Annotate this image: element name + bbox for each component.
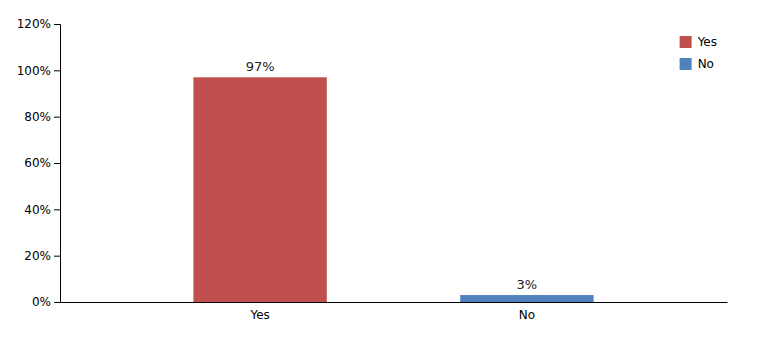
x-axis: Yes No <box>61 303 728 322</box>
bar <box>460 295 593 302</box>
bars <box>193 77 593 302</box>
plot: 0% 20% 40% 60% 80% 100% 120% Yes No 97% 3% Yes No <box>17 17 728 321</box>
axis-line <box>54 25 61 303</box>
tick-mark <box>54 256 60 257</box>
tick-mark <box>54 302 60 303</box>
tick: 100% <box>17 64 60 78</box>
tick-label: 20% <box>24 249 51 263</box>
tick-label: 100% <box>17 64 51 78</box>
legend-swatch <box>680 36 692 48</box>
tick: Yes <box>249 308 269 322</box>
tick-label: Yes <box>249 308 269 322</box>
data-label: 3% <box>517 277 538 292</box>
tick-label: 120% <box>17 17 51 31</box>
tick-mark <box>54 70 60 71</box>
data-labels: 97% 3% <box>246 59 538 292</box>
chart: 0% 20% 40% 60% 80% 100% 120% Yes No 97% 3% Yes No <box>0 0 757 342</box>
tick: 80% <box>24 110 60 124</box>
legend-item: No <box>680 57 714 71</box>
tick-label: 80% <box>24 110 51 124</box>
legend: Yes No <box>680 35 717 71</box>
tick-mark <box>54 24 60 25</box>
data-label: 97% <box>246 59 275 74</box>
tick: No <box>519 308 535 322</box>
legend-label: No <box>698 57 714 71</box>
tick-mark <box>54 209 60 210</box>
tick-label: No <box>519 308 535 322</box>
tick: 60% <box>24 156 60 170</box>
tick: 20% <box>24 249 60 263</box>
axis-line <box>61 302 728 303</box>
legend-swatch <box>680 58 692 70</box>
bar <box>193 77 326 302</box>
tick: 120% <box>17 17 60 31</box>
tick-label: 0% <box>32 295 51 309</box>
tick: 40% <box>24 203 60 217</box>
tick: 0% <box>32 295 60 309</box>
legend-item: Yes <box>680 35 717 49</box>
legend-label: Yes <box>697 35 717 49</box>
tick-mark <box>54 163 60 164</box>
tick-label: 40% <box>24 203 51 217</box>
y-axis: 0% 20% 40% 60% 80% 100% 120% <box>17 17 61 309</box>
tick-mark <box>54 117 60 118</box>
tick-label: 60% <box>24 156 51 170</box>
